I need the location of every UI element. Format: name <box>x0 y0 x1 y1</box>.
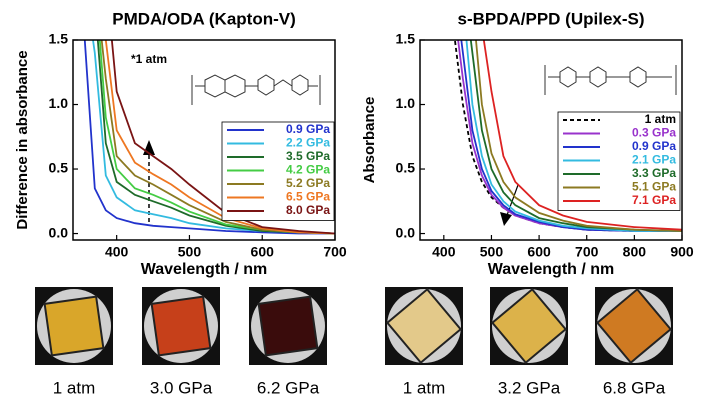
legend-label: 4.2 GPa <box>286 163 330 177</box>
structure-left <box>188 65 324 115</box>
legend-label: 3.3 GPa <box>632 166 676 180</box>
chart-title: PMDA/ODA (Kapton-V) <box>112 9 296 28</box>
x-tick-label: 500 <box>480 244 504 260</box>
x-tick-label: 900 <box>670 244 694 260</box>
legend-label: 3.5 GPa <box>286 149 330 163</box>
y-tick-label: 1.0 <box>49 95 69 111</box>
legend-label: 2.2 GPa <box>286 136 330 150</box>
legend-label: 5.2 GPa <box>286 176 330 190</box>
x-tick-label: 600 <box>527 244 551 260</box>
structure-right <box>540 60 680 105</box>
photo-caption: 3.0 GPa <box>150 378 213 397</box>
photo-sample <box>152 297 211 356</box>
legend-label: 0.9 GPa <box>632 139 676 153</box>
annotation: *1 atm <box>131 52 167 66</box>
y-tick-label: 1.5 <box>396 31 416 47</box>
legend-label: 8.0 GPa <box>286 203 330 217</box>
photo-caption: 1 atm <box>403 378 446 397</box>
x-axis-label: Wavelength / nm <box>488 261 615 278</box>
y-tick-label: 1.5 <box>49 31 69 47</box>
photo-caption: 6.2 GPa <box>257 378 320 397</box>
photo-sample <box>45 297 104 356</box>
x-tick-label: 400 <box>105 244 129 260</box>
photo-caption: 3.2 GPa <box>498 378 561 397</box>
legend-label: 6.5 GPa <box>286 190 330 204</box>
x-tick-label: 500 <box>178 244 202 260</box>
x-axis-label: Wavelength / nm <box>141 261 268 278</box>
y-axis-label: Absorbance <box>361 97 378 184</box>
photo-caption: 6.8 GPa <box>603 378 666 397</box>
x-tick-label: 400 <box>432 244 456 260</box>
y-axis-label: Difference in absorbance <box>14 50 31 229</box>
photo-caption: 1 atm <box>53 378 96 397</box>
legend-label: 5.1 GPa <box>632 180 676 194</box>
y-tick-label: 0.0 <box>49 224 69 240</box>
x-tick-label: 700 <box>323 244 347 260</box>
legend-label: 0.3 GPa <box>632 126 676 140</box>
photo-sample <box>259 297 318 356</box>
y-tick-label: 0.5 <box>49 160 69 176</box>
figure: PMDA/ODA (Kapton-V) Wavelength / nm Differ… <box>0 0 705 401</box>
legend-label: 7.1 GPa <box>632 193 676 207</box>
x-tick-label: 600 <box>251 244 275 260</box>
x-tick-label: 700 <box>575 244 599 260</box>
y-tick-label: 0.0 <box>396 224 416 240</box>
legend-label: 2.1 GPa <box>632 153 676 167</box>
chart-title: s-BPDA/PPD (Upilex-S) <box>457 9 644 28</box>
legend-label: 1 atm <box>645 112 676 126</box>
y-tick-label: 1.0 <box>396 95 416 111</box>
y-tick-label: 0.5 <box>396 160 416 176</box>
x-tick-label: 800 <box>623 244 647 260</box>
legend-label: 0.9 GPa <box>286 122 330 136</box>
